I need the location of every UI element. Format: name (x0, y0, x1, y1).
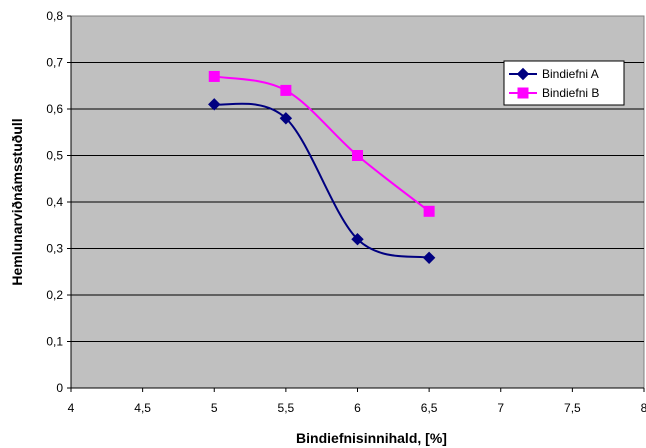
x-tick-label: 4,5 (134, 401, 151, 415)
y-tick-label: 0,4 (46, 195, 63, 209)
series-b (208, 70, 435, 217)
legend: Bindiefni A Bindiefni B (503, 60, 625, 106)
data-point (280, 84, 292, 96)
x-tick-label: 5,5 (278, 401, 295, 415)
y-tick-label: 0,6 (46, 102, 63, 116)
y-tick-label: 0,8 (46, 9, 63, 23)
series-line (214, 75, 430, 213)
y-tick-label: 0,2 (46, 288, 63, 302)
x-tick-label: 8 (641, 401, 646, 415)
x-tick-label: 7,5 (564, 401, 581, 415)
y-tick-label: 0,7 (46, 56, 63, 70)
data-point (422, 251, 436, 265)
series-a (208, 98, 436, 265)
data-point (352, 150, 363, 161)
x-tick-label: 5 (211, 401, 218, 415)
data-point (208, 70, 220, 82)
series-line (214, 102, 430, 259)
y-tick-label: 0 (56, 381, 63, 395)
data-point (208, 98, 221, 111)
x-tick-label: 7 (497, 401, 504, 415)
legend-label: Bindiefni B (542, 86, 599, 100)
x-tick-label: 4 (68, 401, 75, 415)
legend-swatch-marker (516, 67, 530, 81)
tick-labels: 0 0,1 0,2 0,3 0,4 0,5 0,6 0,7 0,8 4 4,5 5 5,5 6 6,5 7 7,… (46, 9, 646, 415)
data-point (351, 232, 364, 246)
y-tick-label: 0,5 (46, 149, 63, 163)
x-tick-label: 6 (354, 401, 361, 415)
data-point (423, 205, 435, 217)
series-group (208, 70, 436, 265)
legend-label: Bindiefni A (542, 67, 599, 81)
legend-swatch-marker (517, 87, 529, 99)
y-axis-title: Hemlunarviðnámsstuðull (9, 118, 25, 285)
y-tick-label: 0,1 (46, 335, 63, 349)
y-tick-label: 0,3 (46, 242, 63, 256)
x-tick-label: 6,5 (421, 401, 438, 415)
x-axis-title: Bindiefnisinnihald, [%] (296, 430, 447, 446)
data-point (279, 112, 293, 125)
